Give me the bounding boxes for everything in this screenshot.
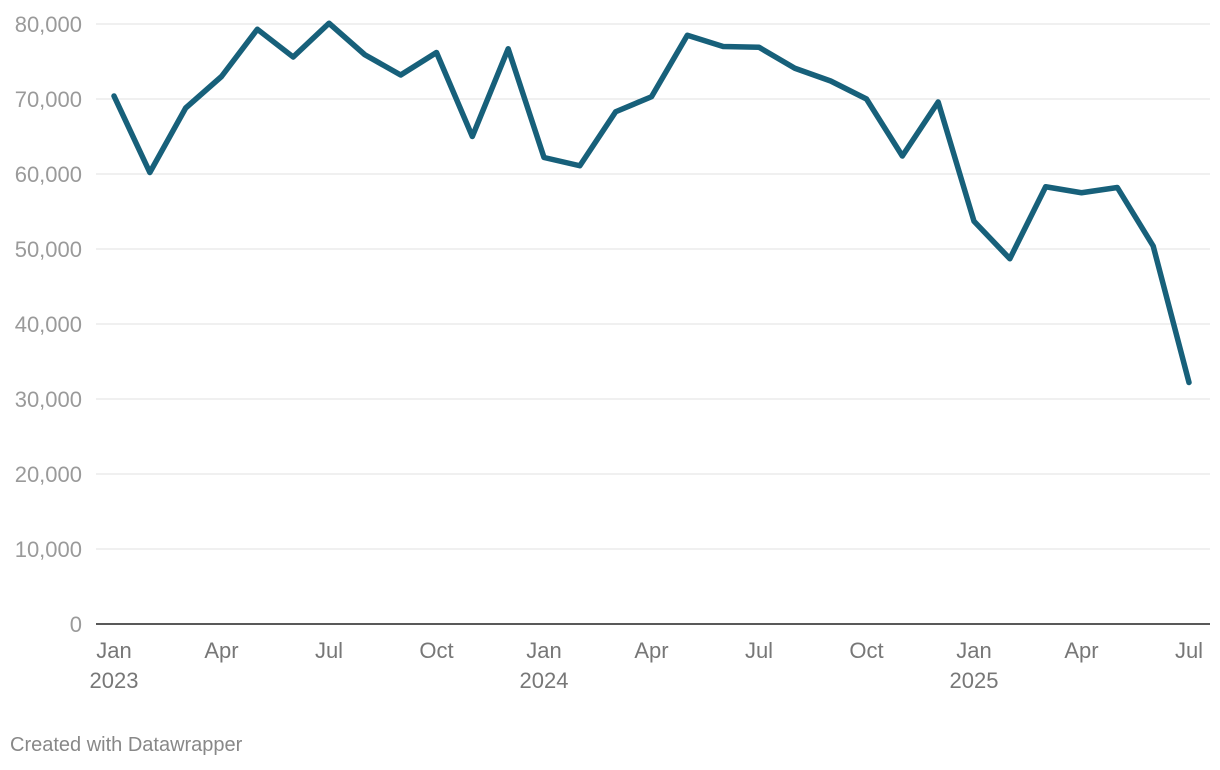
series-line — [111, 20, 1192, 386]
y-tick-label: 80,000 — [15, 12, 82, 37]
y-tick-label: 30,000 — [15, 387, 82, 412]
y-tick-label: 40,000 — [15, 312, 82, 337]
x-tick-label: Apr — [204, 638, 238, 663]
x-tick-label: Jan — [956, 638, 991, 663]
y-tick-label: 10,000 — [15, 537, 82, 562]
x-axis-ticks: Jan 2023 Apr Jul Oct Jan 2024 Apr Jul Oct Jan 2025 A… — [90, 638, 1204, 693]
x-tick-year-label: 2025 — [950, 668, 999, 693]
y-tick-label: 50,000 — [15, 237, 82, 262]
y-tick-label: 70,000 — [15, 87, 82, 112]
x-tick-label: Oct — [419, 638, 453, 663]
line-chart: 0 10,000 20,000 30,000 40,000 50,000 60,000 70,… — [15, 12, 1210, 693]
grid-layer — [96, 23, 1210, 625]
y-axis-ticks: 0 10,000 20,000 30,000 40,000 50,000 60,000 70,… — [15, 12, 82, 637]
y-tick-label: 60,000 — [15, 162, 82, 187]
x-tick-label: Jul — [315, 638, 343, 663]
credit-text: Created with Datawrapper — [10, 734, 243, 756]
x-tick-label: Oct — [849, 638, 883, 663]
x-tick-label: Jan — [526, 638, 561, 663]
x-tick-label: Jul — [1175, 638, 1203, 663]
x-tick-label: Apr — [1064, 638, 1098, 663]
x-tick-year-label: 2023 — [90, 668, 139, 693]
y-tick-label: 0 — [70, 612, 82, 637]
x-tick-year-label: 2024 — [520, 668, 569, 693]
x-tick-label: Jan — [96, 638, 131, 663]
y-tick-label: 20,000 — [15, 462, 82, 487]
series-layer — [111, 20, 1192, 386]
x-tick-label: Jul — [745, 638, 773, 663]
x-tick-label: Apr — [634, 638, 668, 663]
